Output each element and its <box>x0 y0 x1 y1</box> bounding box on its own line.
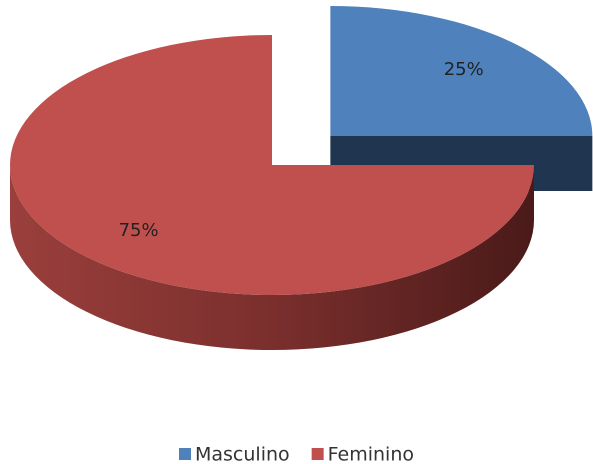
legend-swatch <box>178 448 191 460</box>
slice-side <box>10 165 534 350</box>
slice-top <box>330 6 593 137</box>
slice: 75% <box>10 35 534 350</box>
slice-top <box>10 35 534 295</box>
legend: Masculino Feminino <box>178 444 414 464</box>
legend-label: Masculino <box>195 444 290 464</box>
data-label: 75% <box>119 220 159 241</box>
legend-swatch <box>311 448 324 460</box>
slice: 25% <box>330 6 593 192</box>
legend-label: Feminino <box>328 444 414 464</box>
data-label: 25% <box>444 59 484 80</box>
